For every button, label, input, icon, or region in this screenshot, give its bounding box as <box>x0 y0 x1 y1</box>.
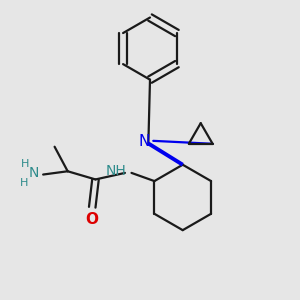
Text: H: H <box>20 178 28 188</box>
Text: H: H <box>21 159 29 169</box>
Text: N: N <box>28 166 39 180</box>
Text: N: N <box>139 134 150 149</box>
Text: NH: NH <box>106 164 127 178</box>
Text: O: O <box>86 212 99 227</box>
